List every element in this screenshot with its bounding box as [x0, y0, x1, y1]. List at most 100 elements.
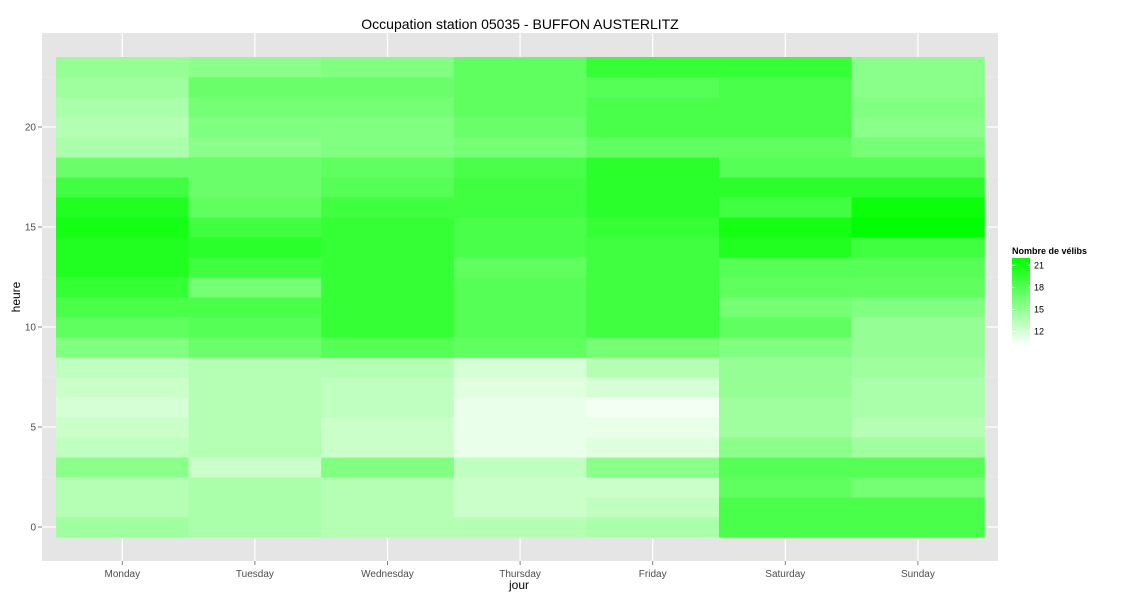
- heatmap-cell: [321, 517, 455, 538]
- heatmap-cell: [719, 237, 853, 258]
- heatmap-cell: [851, 497, 985, 518]
- y-tick-label: 15: [25, 223, 37, 234]
- y-axis: 0 5 10 15 20: [25, 123, 42, 534]
- heatmap-cell: [719, 397, 853, 418]
- heatmap-cell: [321, 177, 455, 198]
- heatmap-cell: [321, 377, 455, 398]
- heatmap-cell: [453, 517, 587, 538]
- heatmap-cell: [188, 317, 322, 338]
- heatmap-cell: [321, 337, 455, 358]
- x-tick-label: Tuesday: [236, 569, 274, 580]
- heatmap-cell: [586, 177, 720, 198]
- heatmap-cell: [586, 257, 720, 278]
- x-axis: Monday Tuesday Wednesday Thursday Friday Satu…: [105, 561, 935, 580]
- heatmap-cell: [851, 157, 985, 178]
- heatmap-cell: [188, 77, 322, 98]
- heatmap-cell: [851, 117, 985, 138]
- heatmap-cell: [453, 197, 587, 218]
- y-tick-label: 10: [25, 323, 37, 334]
- heatmap-cell: [453, 417, 587, 438]
- heatmap-cell: [851, 237, 985, 258]
- y-tick-label: 5: [30, 423, 36, 434]
- heatmap-cell: [453, 497, 587, 518]
- heatmap-cell: [56, 217, 190, 238]
- heatmap-cell: [321, 117, 455, 138]
- heatmap-cell: [719, 197, 853, 218]
- heatmap-cell: [719, 437, 853, 458]
- heatmap-cell: [453, 397, 587, 418]
- heatmap-cell: [321, 57, 455, 78]
- heatmap-cell: [321, 317, 455, 338]
- heatmap-cell: [851, 417, 985, 438]
- heatmap-cell: [719, 97, 853, 118]
- heatmap-cell: [719, 517, 853, 538]
- heatmap-cell: [453, 237, 587, 258]
- heatmap-cell: [56, 417, 190, 438]
- heatmap-cell: [321, 417, 455, 438]
- heatmap-cell: [188, 357, 322, 378]
- heatmap-cell: [453, 57, 587, 78]
- heatmap-cell: [321, 197, 455, 218]
- heatmap-cell: [453, 277, 587, 298]
- heatmap-cell: [453, 437, 587, 458]
- heatmap-cell: [719, 417, 853, 438]
- heatmap-cell: [719, 157, 853, 178]
- heatmap-cell: [56, 357, 190, 378]
- heatmap-cell: [586, 377, 720, 398]
- heatmap-cell: [851, 297, 985, 318]
- x-tick-label: Friday: [639, 569, 667, 580]
- heatmap-cell: [453, 357, 587, 378]
- heatmap-cell: [851, 337, 985, 358]
- heatmap-cell: [453, 377, 587, 398]
- heatmap-cell: [188, 197, 322, 218]
- heatmap-cell: [188, 57, 322, 78]
- heatmap-cell: [719, 497, 853, 518]
- heatmap-cell: [719, 177, 853, 198]
- legend-color-bar: [1012, 258, 1030, 346]
- heatmap-cell: [56, 477, 190, 498]
- heatmap-cell: [851, 377, 985, 398]
- x-tick-label: Thursday: [499, 569, 541, 580]
- x-tick-label: Wednesday: [361, 569, 414, 580]
- chart-title: Occupation station 05035 - BUFFON AUSTER…: [361, 16, 679, 32]
- heatmap-cell: [719, 217, 853, 238]
- heatmap-cell: [719, 277, 853, 298]
- heatmap-cell: [321, 157, 455, 178]
- heatmap-cell: [56, 117, 190, 138]
- heatmap-cell: [321, 77, 455, 98]
- heatmap-cell: [56, 57, 190, 78]
- heatmap-cell: [851, 177, 985, 198]
- heatmap-cell: [586, 137, 720, 158]
- heatmap-cell: [453, 217, 587, 238]
- heatmap-cell: [851, 217, 985, 238]
- heatmap-cell: [586, 217, 720, 238]
- heatmap-cell: [321, 217, 455, 238]
- color-legend: Nombre de vélibs 21 18 15 12: [1012, 246, 1087, 346]
- heatmap-cell: [851, 137, 985, 158]
- heatmap-cell: [321, 97, 455, 118]
- heatmap-cell: [453, 257, 587, 278]
- heatmap-cell: [188, 337, 322, 358]
- heatmap-cell: [586, 357, 720, 378]
- heatmap-cell: [321, 357, 455, 378]
- heatmap-cell: [56, 137, 190, 158]
- heatmap-cell: [321, 457, 455, 478]
- heatmap-tiles: [56, 57, 985, 538]
- heatmap-cell: [851, 277, 985, 298]
- heatmap-cell: [586, 437, 720, 458]
- heatmap-cell: [586, 457, 720, 478]
- heatmap-cell: [188, 377, 322, 398]
- legend-tick-label: 21: [1034, 260, 1044, 270]
- heatmap-cell: [719, 357, 853, 378]
- legend-tick-label: 15: [1034, 304, 1044, 314]
- x-axis-title: jour: [508, 578, 529, 592]
- heatmap-cell: [719, 477, 853, 498]
- heatmap-cell: [719, 137, 853, 158]
- y-tick-label: 0: [30, 523, 36, 534]
- heatmap-cell: [851, 457, 985, 478]
- heatmap-cell: [719, 457, 853, 478]
- heatmap-cell: [188, 277, 322, 298]
- heatmap-cell: [719, 257, 853, 278]
- heatmap-cell: [56, 397, 190, 418]
